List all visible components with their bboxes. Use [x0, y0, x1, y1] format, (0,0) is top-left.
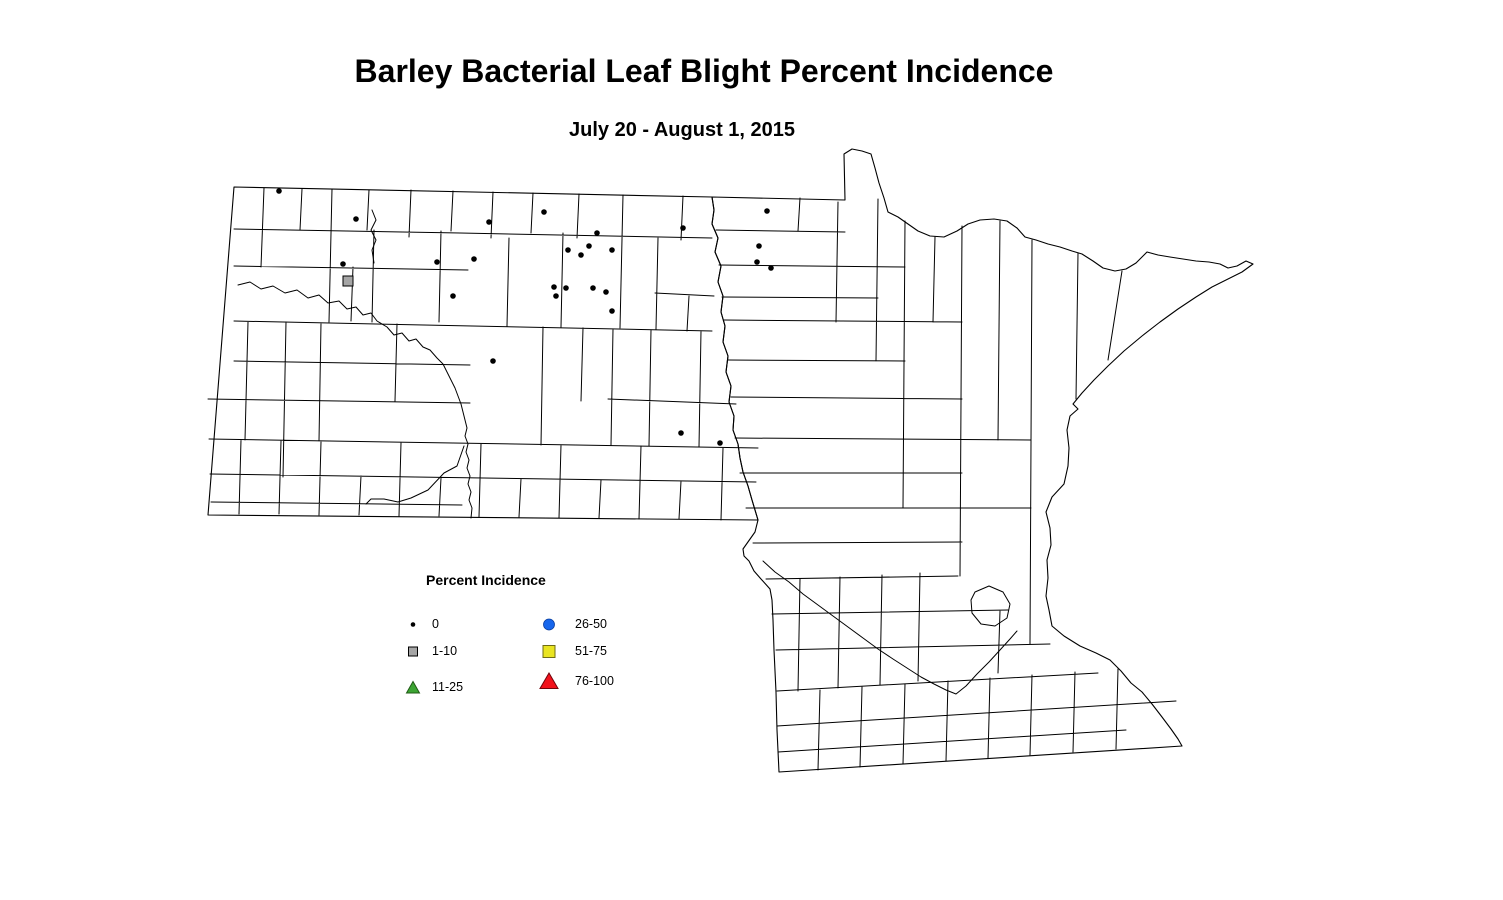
figure-subtitle: July 20 - August 1, 2015	[568, 119, 796, 141]
survey-point-0	[590, 285, 596, 291]
legend-red-triangle-symbol	[538, 672, 560, 690]
survey-point-0	[578, 252, 584, 258]
survey-point-0	[434, 259, 440, 265]
missouri-river-line	[237, 209, 473, 519]
survey-point-0	[486, 219, 492, 225]
legend-item-1: 1-10	[402, 642, 457, 660]
survey-point-0	[680, 225, 686, 231]
legend-gray-square-symbol	[402, 642, 424, 660]
survey-point-0	[541, 209, 547, 215]
survey-point-0	[754, 259, 760, 265]
figure-title: Barley Bacterial Leaf Blight Percent Inc…	[354, 53, 1054, 89]
survey-point-0	[565, 247, 571, 253]
legend-item-4: 51-75	[538, 642, 607, 660]
survey-point-0	[551, 284, 557, 290]
minnesota-county-lines	[715, 197, 1177, 771]
survey-point-0	[609, 308, 615, 314]
legend-item-label: 0	[432, 617, 439, 631]
legend-item-label: 51-75	[575, 644, 607, 658]
legend-title: Percent Incidence	[426, 572, 546, 588]
survey-point-0	[594, 230, 600, 236]
survey-point-0	[586, 243, 592, 249]
legend-item-label: 11-25	[432, 680, 464, 694]
minnesota-shape	[711, 148, 1254, 773]
legend-item-label: 1-10	[432, 644, 458, 658]
survey-point-0	[450, 293, 456, 299]
survey-point-0	[609, 247, 615, 253]
minnesota-river-line	[762, 560, 1018, 695]
legend-item-3: 26-50	[538, 615, 607, 633]
survey-point-0	[563, 285, 569, 291]
legend-item-5: 76-100	[538, 672, 614, 690]
survey-point-0	[553, 293, 559, 299]
survey-point-0	[756, 243, 762, 249]
survey-point-0	[353, 216, 359, 222]
legend-item-label: 26-50	[575, 617, 607, 631]
legend-item-2: 11-25	[402, 678, 463, 696]
map-markers	[276, 188, 774, 446]
survey-point-0	[603, 289, 609, 295]
survey-point-0	[471, 256, 477, 262]
legend-item-0: 0	[402, 615, 439, 633]
survey-point-0	[490, 358, 496, 364]
survey-point-0	[678, 430, 684, 436]
survey-point-0	[764, 208, 770, 214]
legend-green-triangle-symbol	[402, 678, 424, 696]
survey-point-1-10	[342, 275, 354, 287]
survey-point-0	[340, 261, 346, 267]
north-dakota-county-lines	[207, 187, 759, 521]
legend-item-label: 76-100	[575, 674, 614, 688]
survey-point-0	[768, 265, 774, 271]
legend-dot-symbol	[402, 615, 424, 633]
survey-point-0	[717, 440, 723, 446]
survey-point-0	[276, 188, 282, 194]
legend-yellow-square-symbol	[538, 642, 560, 660]
legend-blue-circle-symbol	[538, 615, 560, 633]
